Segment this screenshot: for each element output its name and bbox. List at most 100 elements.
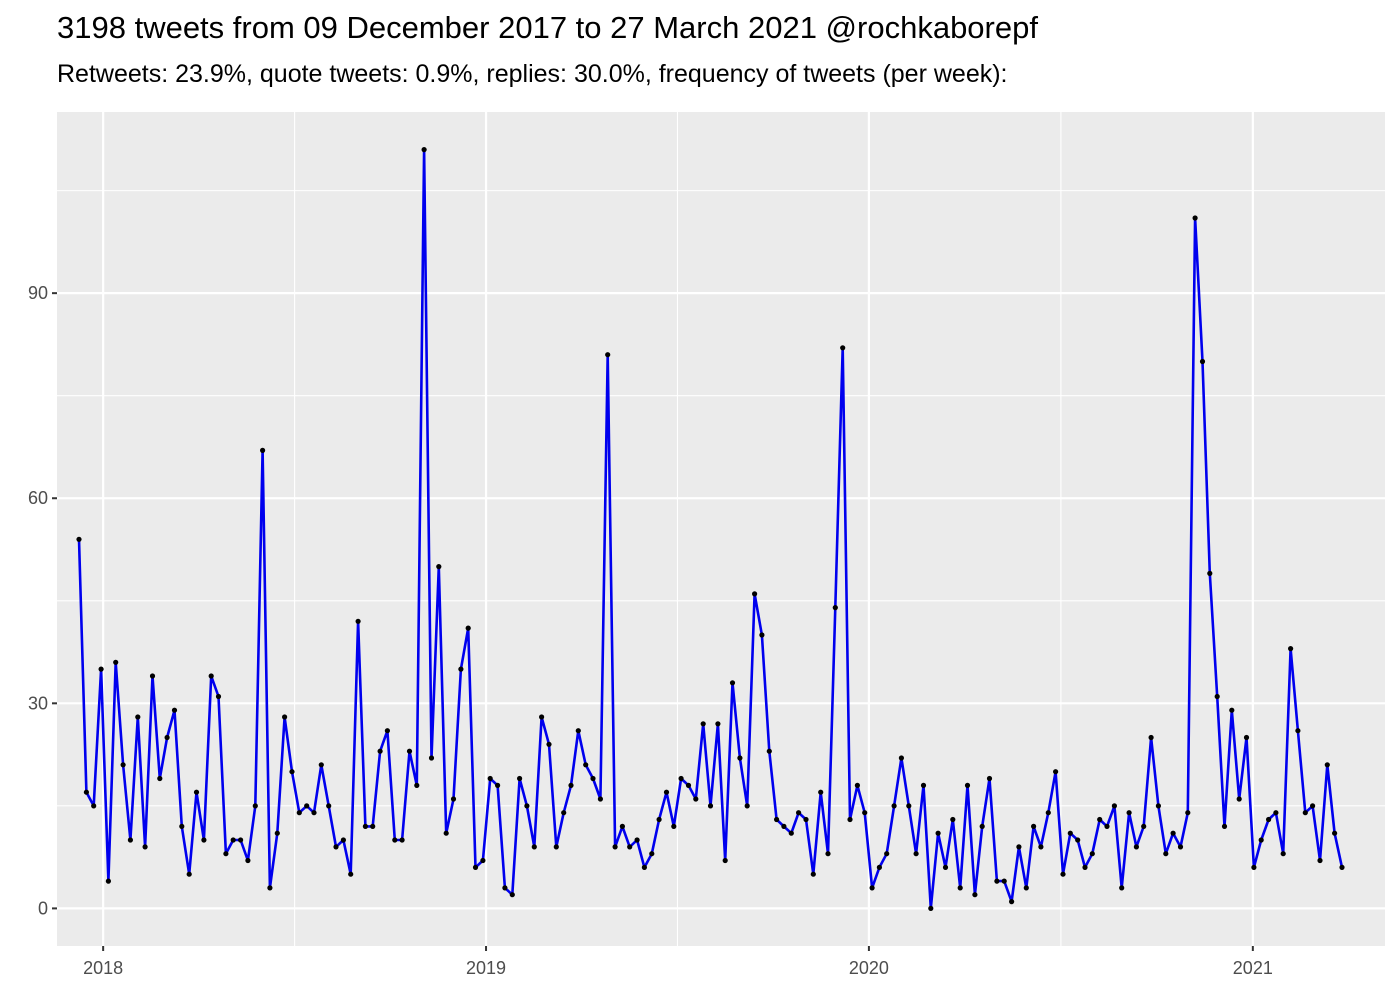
data-point [1221,823,1228,830]
data-point [627,844,633,850]
data-point [1288,646,1294,652]
data-point [355,618,361,624]
data-point [509,892,515,898]
data-point [1089,851,1095,857]
data-point [1009,899,1015,905]
data-point [311,810,317,816]
y-tick-label: 30 [28,693,48,713]
data-point [1332,830,1338,836]
data-point [91,803,97,809]
data-point [715,721,721,727]
data-point [113,659,119,665]
data-point [149,673,156,679]
data-point [524,803,530,809]
data-point [186,871,192,877]
data-point [957,885,963,891]
data-point [157,775,163,782]
data-point [685,782,692,789]
data-point [1170,830,1176,836]
data-point [1031,823,1037,830]
data-point [663,789,670,795]
data-point [1251,864,1257,871]
x-tick-label: 2021 [1233,958,1273,978]
data-point [575,728,581,734]
chart-subtitle: Retweets: 23.9%, quote tweets: 0.9%, rep… [57,60,1008,88]
data-point [531,844,537,850]
data-point [825,851,831,857]
data-point [840,345,846,351]
data-point [920,782,927,789]
data-point [597,796,604,802]
data-point [304,803,310,809]
data-point [135,714,141,720]
data-point [1016,844,1022,850]
data-point [1185,810,1191,816]
data-point [370,823,376,830]
data-point [1214,693,1220,700]
data-point [619,823,626,830]
x-tick-label: 2020 [849,958,889,978]
data-point [1295,728,1301,734]
data-point [502,885,508,891]
data-point [260,447,266,453]
data-point [1339,864,1345,871]
data-point [1119,885,1125,891]
data-point [1258,837,1264,843]
data-point [774,816,780,823]
data-point [1148,734,1154,741]
x-tick-label: 2018 [83,958,123,978]
data-point [1273,810,1279,816]
data-point [1199,358,1206,365]
data-point [891,803,897,809]
data-point [994,878,1000,884]
data-point [450,796,457,802]
grid-major [57,112,1385,946]
data-point [950,816,956,823]
data-point [1243,734,1250,741]
data-point [465,625,471,631]
data-point [127,837,133,843]
data-point [230,837,236,843]
data-point [986,775,993,782]
data-point [935,830,941,836]
data-point [436,564,442,570]
data-point [729,680,736,686]
data-point [693,796,699,802]
data-point [612,844,618,850]
data-point [1082,864,1088,871]
data-point [656,816,662,823]
data-point [142,844,148,850]
data-point [1104,823,1110,830]
data-point [105,878,111,884]
data-point [1053,769,1059,775]
data-point [649,851,655,857]
data-point [1038,844,1044,850]
data-point [326,803,332,809]
data-point [1133,844,1139,850]
data-point [223,851,229,857]
data-point [238,837,244,843]
data-point [862,810,868,816]
data-point [788,830,794,836]
data-point [678,775,684,782]
data-point [267,885,273,891]
data-point [553,844,559,850]
data-point [1001,878,1007,884]
data-point [171,707,178,713]
data-point [1060,871,1066,877]
data-point [208,673,214,679]
data-point [1207,570,1213,577]
axis-ticks: 0 30 60 90 2018 2019 2020 2021 [28,283,1273,978]
data-point [1045,810,1051,816]
data-point [1163,851,1169,857]
data-point [634,837,640,843]
data-point [201,837,207,843]
data-point [1280,851,1286,857]
data-point [979,823,985,830]
data-point [568,782,574,789]
data-point [546,741,552,747]
y-tick-label: 60 [28,488,48,508]
data-point [1067,830,1073,836]
data-point [803,816,809,823]
